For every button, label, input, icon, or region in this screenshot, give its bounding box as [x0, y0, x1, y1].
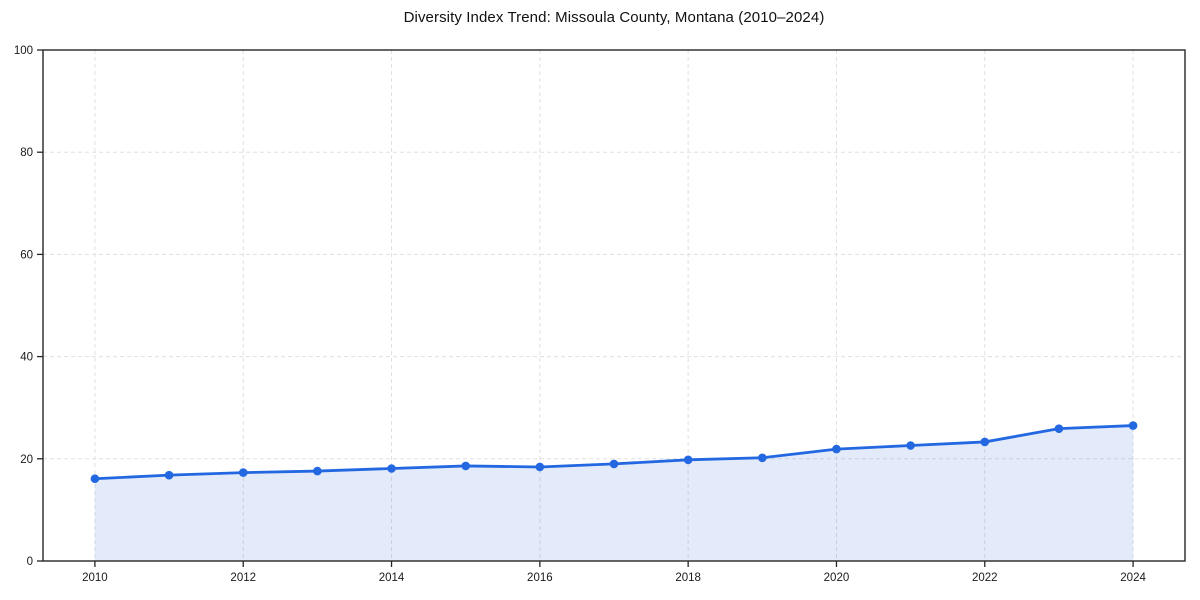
x-tick-label: 2018 — [675, 572, 701, 584]
data-point-2013 — [313, 466, 322, 476]
x-tick-label: 2020 — [824, 572, 850, 584]
y-tick-label: 0 — [27, 556, 33, 568]
data-point-2022 — [980, 437, 990, 447]
data-point-2019 — [758, 453, 767, 463]
x-tick-label: 2022 — [972, 572, 998, 584]
data-point-2023 — [1054, 424, 1064, 433]
data-point-2020 — [832, 444, 841, 454]
y-tick-label: 40 — [20, 352, 33, 364]
data-point-2010 — [90, 474, 100, 484]
chart-title: Diversity Index Trend: Missoula County, … — [403, 9, 825, 26]
data-point-2017 — [609, 459, 619, 469]
data-point-2011 — [164, 470, 174, 480]
data-point-2024 — [1128, 421, 1138, 430]
plot-border — [42, 49, 1186, 562]
data-point-2021 — [906, 441, 915, 450]
x-tick-label: 2024 — [1120, 572, 1146, 584]
y-tick-label: 60 — [20, 249, 33, 261]
x-tick-label: 2016 — [527, 572, 553, 584]
data-point-2014 — [387, 464, 396, 473]
x-tick-label: 2010 — [82, 572, 108, 584]
data-point-2012 — [238, 468, 248, 477]
data-point-2018 — [683, 455, 693, 465]
y-tick-label: 100 — [14, 45, 33, 57]
data-point-2016 — [535, 462, 545, 472]
y-tick-label: 20 — [20, 454, 33, 466]
y-tick-label: 80 — [20, 147, 33, 159]
x-tick-label: 2012 — [230, 572, 256, 584]
data-point-2015 — [461, 461, 470, 471]
area-fill — [94, 425, 1134, 561]
x-tick-label: 2014 — [379, 572, 405, 584]
